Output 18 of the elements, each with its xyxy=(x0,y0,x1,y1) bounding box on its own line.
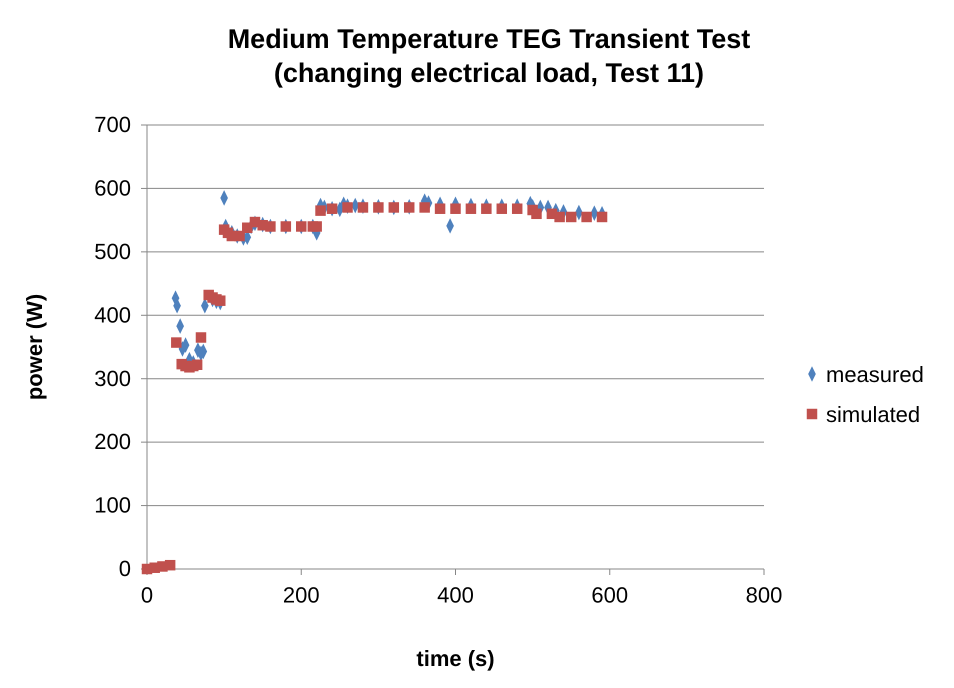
legend-label: measured xyxy=(826,362,924,387)
y-tick-label: 200 xyxy=(94,429,131,454)
x-axis-title: time (s) xyxy=(416,646,495,671)
legend-label: simulated xyxy=(826,402,920,427)
y-tick-label: 100 xyxy=(94,492,131,518)
x-tick-label: 800 xyxy=(746,582,782,608)
x-tick-label: 200 xyxy=(282,582,320,608)
y-tick-label: 400 xyxy=(94,302,131,328)
x-tick-label: 600 xyxy=(591,582,628,608)
y-tick-label: 300 xyxy=(94,366,131,391)
x-tick-label: 400 xyxy=(437,582,474,608)
x-tick-label: 0 xyxy=(140,582,154,608)
y-tick-label: 0 xyxy=(118,556,131,582)
y-tick-label: 500 xyxy=(94,238,131,264)
y-tick-label: 700 xyxy=(94,112,131,138)
y-axis-title: power (W) xyxy=(22,294,47,400)
y-tick-label: 600 xyxy=(94,175,131,200)
chart-title: Medium Temperature TEG Transient Test (changing electrical load, Test 11) xyxy=(228,24,750,88)
